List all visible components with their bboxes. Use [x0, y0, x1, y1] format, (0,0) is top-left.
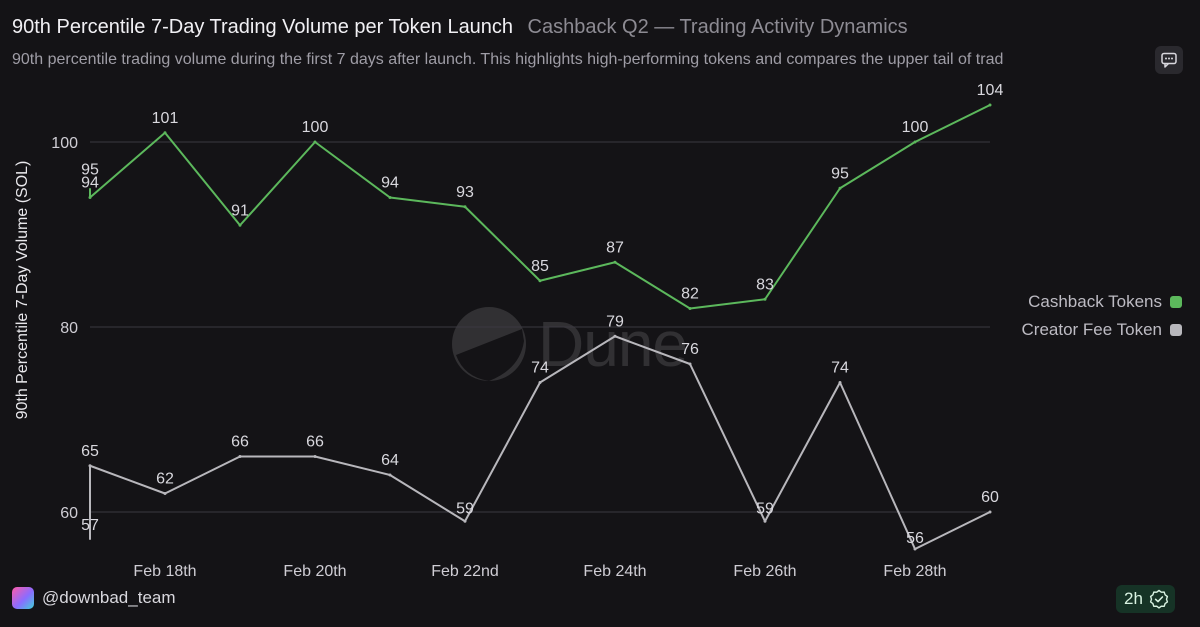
username: @downbad_team — [42, 588, 176, 607]
y-tick-label: 100 — [51, 135, 78, 152]
data-point — [313, 140, 317, 144]
data-label: 94 — [381, 175, 399, 192]
data-point — [613, 260, 617, 264]
data-point — [463, 519, 467, 523]
data-label: 93 — [456, 184, 474, 201]
data-point — [163, 492, 167, 495]
data-label: 74 — [531, 360, 549, 377]
data-label: 64 — [381, 452, 399, 469]
data-label: 66 — [231, 434, 249, 451]
data-point — [463, 205, 467, 209]
data-point — [388, 196, 392, 199]
y-axis-label: 90th Percentile 7-Day Volume (SOL) — [14, 160, 31, 420]
dashboard-name[interactable]: Cashback Q2 — Trading Activity Dynamics — [527, 16, 908, 38]
data-point — [988, 103, 992, 107]
y-tick-label: 60 — [60, 505, 78, 522]
comment-button[interactable] — [1155, 46, 1183, 74]
data-label: 101 — [152, 110, 179, 127]
data-point — [688, 307, 692, 310]
check-badge-icon — [1149, 589, 1169, 609]
data-point — [763, 519, 767, 523]
data-label: 100 — [902, 119, 929, 136]
data-label: 87 — [606, 239, 624, 256]
data-point — [688, 362, 692, 366]
data-point — [88, 464, 92, 468]
data-point — [838, 186, 842, 190]
dune-logo-icon — [452, 307, 526, 381]
data-label: 95 — [831, 165, 849, 182]
y-tick-label: 80 — [60, 320, 78, 337]
legend: Cashback Tokens Creator Fee Token — [1022, 288, 1182, 344]
data-label: 56 — [906, 530, 924, 547]
data-label: 59 — [456, 500, 474, 517]
data-point — [913, 547, 917, 551]
comment-icon — [1161, 52, 1177, 68]
data-point — [613, 334, 617, 338]
data-label-start: 57 — [81, 517, 99, 534]
legend-swatch-creator-fee — [1170, 324, 1182, 336]
data-label: 66 — [306, 434, 324, 451]
data-point — [838, 381, 842, 384]
data-point — [988, 510, 992, 514]
avatar-icon — [12, 587, 34, 609]
x-tick-label: Feb 20th — [283, 563, 346, 580]
freshness-badge[interactable]: 2h — [1116, 585, 1175, 613]
data-label: 59 — [756, 500, 774, 517]
legend-label-creator-fee: Creator Fee Token — [1021, 320, 1162, 339]
data-label: 82 — [681, 286, 699, 303]
legend-label-cashback: Cashback Tokens — [1028, 292, 1162, 311]
data-label: 104 — [977, 82, 1004, 99]
data-point — [238, 455, 242, 458]
author[interactable]: @downbad_team — [12, 587, 176, 609]
data-point — [538, 381, 542, 384]
data-point — [763, 297, 767, 301]
x-tick-label: Feb 24th — [583, 563, 646, 580]
data-label: 79 — [606, 313, 624, 330]
data-label-start: 95 — [81, 161, 99, 178]
data-label: 76 — [681, 341, 699, 358]
data-point — [163, 131, 167, 135]
legend-item-creator-fee[interactable]: Creator Fee Token — [1022, 316, 1182, 344]
data-label: 100 — [302, 119, 329, 136]
series-line-cashback — [89, 104, 991, 310]
dune-watermark: Dune — [450, 305, 688, 383]
x-tick-label: Feb 28th — [883, 563, 946, 580]
x-tick-label: Feb 22nd — [431, 563, 499, 580]
x-tick-label: Feb 18th — [133, 563, 196, 580]
legend-item-cashback[interactable]: Cashback Tokens — [1022, 288, 1182, 316]
chart-title: 90th Percentile 7-Day Trading Volume per… — [12, 16, 514, 38]
age-text: 2h — [1124, 589, 1143, 608]
data-label: 74 — [831, 360, 849, 377]
x-tick-label: Feb 26th — [733, 563, 796, 580]
chart-description: 90th percentile trading volume during th… — [12, 51, 1004, 68]
data-label: 62 — [156, 471, 174, 488]
data-label: 83 — [756, 276, 774, 293]
data-point — [913, 140, 917, 144]
data-label: 65 — [81, 443, 99, 460]
data-point — [313, 455, 317, 458]
data-label: 85 — [531, 258, 549, 275]
data-point — [388, 473, 392, 477]
data-label: 91 — [231, 202, 249, 219]
y-axis-label-area: 90th Percentile 7-Day Volume (SOL) — [10, 80, 36, 500]
series-line-creator-fee — [89, 335, 991, 550]
chart-header: 90th Percentile 7-Day Trading Volume per… — [12, 16, 1188, 39]
data-point — [88, 196, 92, 199]
data-point — [238, 223, 242, 227]
data-label: 94 — [81, 175, 99, 192]
data-label: 60 — [981, 489, 999, 506]
legend-swatch-cashback — [1170, 296, 1182, 308]
data-point — [538, 279, 542, 283]
